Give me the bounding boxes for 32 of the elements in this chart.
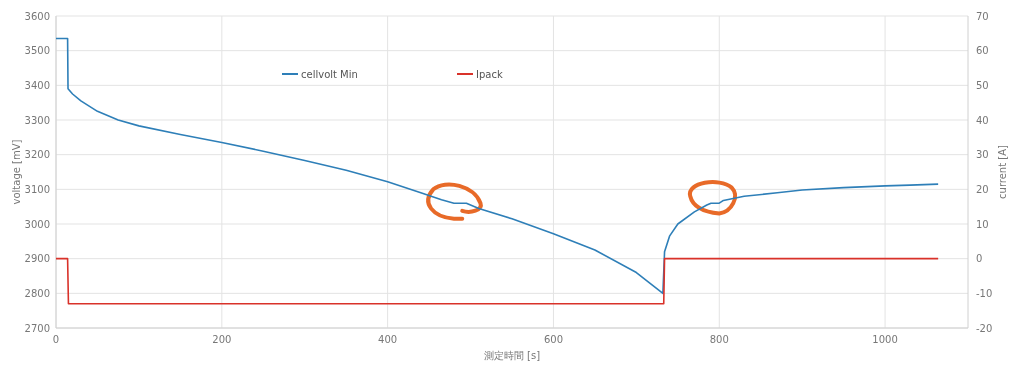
y2-tick-label: -20 <box>976 322 993 334</box>
legend-label: cellvolt Min <box>301 68 358 80</box>
y2-tick-label: 20 <box>976 183 989 195</box>
x-axis-title: 測定時間 [s] <box>483 350 541 361</box>
y2-tick-label: 50 <box>976 79 989 91</box>
x-tick-label: 400 <box>378 334 398 345</box>
x-tick-label: 600 <box>543 334 563 345</box>
y2-axis-title: current [A] <box>997 144 1008 199</box>
x-tick-label: 0 <box>52 334 60 345</box>
line-series <box>55 37 939 295</box>
y-tick-label: 3300 <box>24 114 50 126</box>
y2-tick-label: 30 <box>976 149 989 161</box>
y2-tick-label: 0 <box>976 253 983 265</box>
legend-label: Ipack <box>476 68 503 80</box>
y-tick-label: 3500 <box>24 45 50 57</box>
y2-tick-label: 40 <box>976 114 989 126</box>
y2-tick-label: 60 <box>976 45 989 57</box>
x-tick-label: 200 <box>212 334 232 345</box>
y-tick-label: 2900 <box>24 253 50 265</box>
y2-tick-label: -10 <box>976 287 993 299</box>
y-tick-label: 3600 <box>24 10 50 22</box>
y-tick-label: 3400 <box>24 79 50 91</box>
x-tick-label: 1000 <box>872 334 898 345</box>
y-tick-label: 3100 <box>24 183 50 195</box>
y-tick-label: 3000 <box>24 218 50 230</box>
y-tick-label: 3200 <box>24 149 50 161</box>
y-axis-title: voltage [mV] <box>11 139 22 205</box>
y-tick-label: 2800 <box>24 287 50 299</box>
y-tick-label: 2700 <box>24 322 50 334</box>
x-tick-label: 800 <box>709 334 729 345</box>
y2-tick-label: 10 <box>976 218 989 230</box>
y2-tick-label: 70 <box>976 10 989 22</box>
